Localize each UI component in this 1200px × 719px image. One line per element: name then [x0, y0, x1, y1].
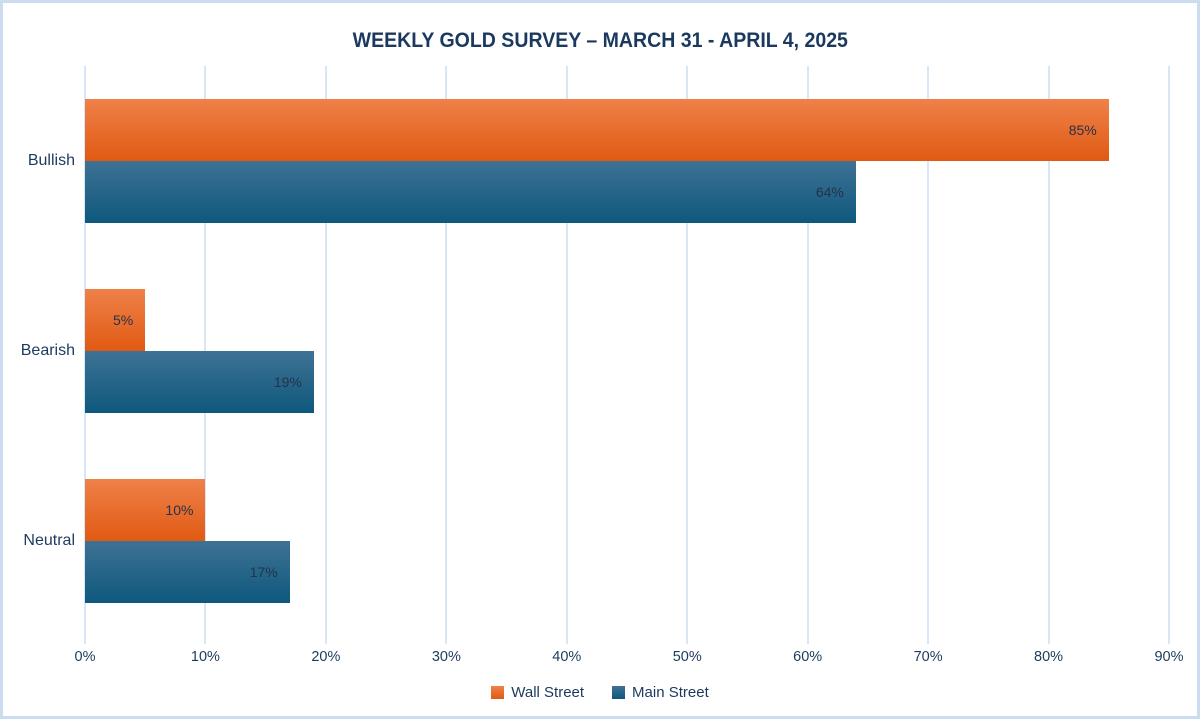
- bar-wall-street-bearish: 5%: [85, 289, 146, 351]
- chart-title-text: WEEKLY GOLD SURVEY – MARCH 31 - APRIL 4,…: [352, 29, 848, 52]
- gridline: [1047, 66, 1050, 644]
- category-label-neutral: Neutral: [23, 532, 75, 549]
- gridline: [927, 66, 930, 644]
- bar-wall-street-neutral: 10%: [85, 479, 206, 541]
- bar-value-label: 10%: [165, 502, 194, 518]
- bar-main-street-bearish: 19%: [85, 351, 314, 413]
- legend: Wall Street Main Street: [3, 684, 1197, 701]
- bar-value-label: 85%: [1068, 122, 1097, 138]
- x-axis-tick-label: 60%: [793, 649, 823, 665]
- x-axis-tick-label: 20%: [311, 649, 341, 665]
- x-axis-tick-label: 70%: [913, 649, 943, 665]
- gridline: [445, 66, 448, 644]
- x-axis-tick-label: 0%: [74, 649, 96, 665]
- legend-label-wall-street: Wall Street: [511, 684, 585, 701]
- legend-item-wall-street: Wall Street: [491, 684, 584, 701]
- legend-swatch-wall-street-icon: [491, 686, 505, 699]
- x-axis-tick-label: 50%: [672, 649, 702, 665]
- chart-title: WEEKLY GOLD SURVEY – MARCH 31 - APRIL 4,…: [3, 29, 1197, 53]
- category-label-bullish: Bullish: [27, 152, 75, 169]
- category-label-bearish: Bearish: [20, 342, 75, 359]
- legend-item-main-street: Main Street: [612, 684, 709, 701]
- plot-area: 85% 64% 5% 19% 10% 17%: [84, 66, 1170, 644]
- bar-main-street-neutral: 17%: [85, 541, 290, 603]
- gridline: [806, 66, 809, 644]
- gridline: [686, 66, 689, 644]
- x-axis-tick-label: 40%: [552, 649, 582, 665]
- x-axis-tick-label: 30%: [431, 649, 461, 665]
- gridline: [324, 66, 327, 644]
- bar-value-label: 64%: [815, 184, 844, 200]
- bar-main-street-bullish: 64%: [85, 161, 856, 223]
- bar-value-label: 19%: [273, 374, 302, 390]
- bar-value-label: 5%: [112, 312, 134, 328]
- x-axis-tick-label: 80%: [1034, 649, 1064, 665]
- gridline: [565, 66, 568, 644]
- bar-value-label: 17%: [249, 564, 278, 580]
- x-axis-tick-label: 90%: [1154, 649, 1184, 665]
- legend-swatch-main-street-icon: [612, 686, 626, 699]
- legend-label-main-street: Main Street: [632, 684, 709, 701]
- gridline: [1168, 66, 1170, 644]
- x-axis-tick-label: 10%: [190, 649, 220, 665]
- bar-wall-street-bullish: 85%: [85, 99, 1109, 161]
